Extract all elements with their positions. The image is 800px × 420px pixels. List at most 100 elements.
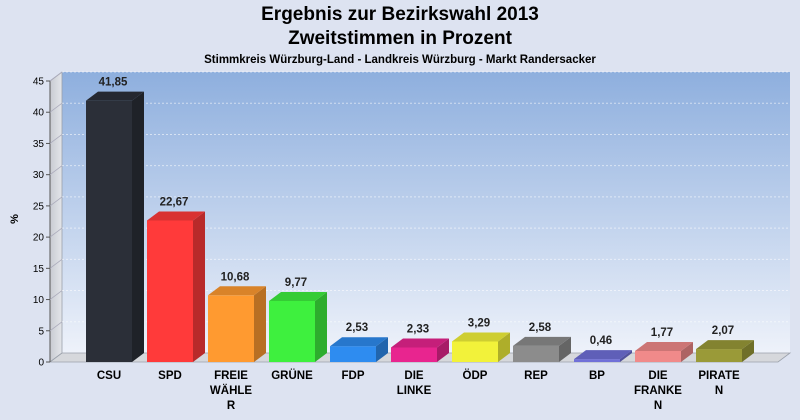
- data-label: 22,67: [160, 196, 189, 208]
- category-label: ÖDP: [463, 369, 488, 382]
- data-label: 9,77: [285, 277, 307, 289]
- bar-front: [147, 220, 193, 362]
- bar-front: [330, 346, 376, 362]
- category-label-line: LINKE: [397, 385, 432, 397]
- y-tick-label: 5: [38, 326, 44, 337]
- data-label: 2,07: [712, 325, 734, 337]
- y-tick-label: 10: [33, 295, 45, 306]
- data-label: 2,33: [407, 323, 429, 335]
- bar-top: [147, 211, 205, 221]
- category-label-line: BP: [589, 370, 605, 382]
- bar-side: [437, 338, 449, 362]
- bar-front: [635, 350, 681, 362]
- bar-top: [86, 91, 144, 101]
- bar-front: [208, 295, 254, 362]
- bar-top: [513, 336, 571, 346]
- bar-front: [574, 359, 620, 362]
- bar-side: [254, 286, 266, 362]
- category-label-line: N: [715, 385, 723, 397]
- category-label: SPD: [158, 370, 182, 382]
- gridline-side: [49, 290, 63, 300]
- category-label: DIE LINKE: [397, 370, 432, 397]
- data-label: 10,68: [221, 271, 250, 283]
- y-tick-label: 45: [33, 77, 45, 88]
- bar-front: [696, 349, 742, 362]
- bar-top: [696, 340, 754, 350]
- category-label-line: R: [227, 400, 236, 412]
- gridline-side: [49, 102, 63, 113]
- bar-top: [208, 286, 266, 296]
- chart-title: Ergebnis zur Bezirkswahl 2013: [261, 4, 539, 25]
- bar-front: [269, 300, 315, 362]
- data-label: 2,58: [529, 322, 552, 334]
- bar-front: [513, 345, 559, 362]
- chart-caption: Stimmkreis Würzburg-Land - Landkreis Wür…: [204, 54, 596, 66]
- gridline-side: [49, 227, 63, 238]
- bar: [452, 332, 510, 362]
- bar: [269, 291, 327, 362]
- bar-top: [574, 350, 632, 360]
- gridline-side: [49, 134, 63, 144]
- bar-top: [330, 337, 388, 347]
- category-label-line: ÖDP: [463, 369, 488, 382]
- category-label-line: SPD: [158, 370, 182, 382]
- data-label: 1,77: [651, 327, 673, 339]
- y-tick-label: 40: [33, 108, 45, 119]
- category-labels: CSU SPD FREIE WÄHLE R GRÜNE FDP DIE LINKE ÖDP REP B…: [97, 369, 740, 412]
- bar-side: [376, 337, 388, 362]
- bar: [86, 91, 144, 363]
- bar: [208, 286, 266, 362]
- data-label: 3,29: [468, 317, 490, 329]
- category-label-line: FRANKE: [634, 385, 682, 397]
- category-label-line: GRÜNE: [271, 369, 313, 382]
- plot-side-wall: [49, 71, 63, 363]
- y-axis-label: %: [9, 214, 21, 224]
- y-tick-label: 15: [33, 264, 45, 275]
- gridline-side: [49, 165, 63, 175]
- category-label: DIE FRANKE N: [634, 370, 682, 412]
- bar: [635, 341, 693, 362]
- bar-side: [681, 341, 693, 362]
- bar-front: [452, 341, 498, 362]
- category-label-line: WÄHLE: [210, 384, 252, 397]
- bar-top: [452, 332, 510, 342]
- bar-front: [391, 347, 437, 362]
- y-tick-label: 25: [33, 201, 45, 212]
- bars: [86, 91, 754, 363]
- category-label: FREIE WÄHLE R: [210, 370, 252, 412]
- y-tick-label: 35: [33, 139, 45, 150]
- bar-side: [620, 350, 632, 362]
- bar-top: [391, 338, 449, 348]
- gridline-side: [49, 196, 63, 207]
- bar: [574, 350, 632, 362]
- category-label-line: CSU: [97, 370, 121, 382]
- category-label-line: FDP: [342, 370, 365, 382]
- category-label-line: FREIE: [214, 370, 248, 382]
- gridline-side: [49, 259, 63, 269]
- bar-side: [193, 211, 205, 362]
- bar-top: [269, 291, 327, 301]
- data-label: 2,53: [346, 322, 368, 334]
- category-label: PIRATE N: [698, 370, 740, 397]
- bar: [147, 211, 205, 362]
- category-label-line: REP: [524, 370, 548, 382]
- bar: [513, 336, 571, 362]
- gridline-side: [49, 321, 63, 332]
- y-tick-label: 20: [33, 233, 45, 244]
- category-label: FDP: [342, 370, 365, 382]
- bar-front: [86, 100, 132, 363]
- y-tick-label: 30: [33, 170, 45, 181]
- data-labels: 41,85 22,67 10,68 9,77 2,53 2,33 3,29 2,58 0,46 1…: [99, 77, 735, 347]
- gridline-side: [49, 71, 63, 82]
- category-label: GRÜNE: [271, 369, 313, 382]
- bar: [330, 337, 388, 362]
- y-tick-labels: 0 5 10 15 20 25 30 35 40 45: [33, 77, 45, 369]
- category-label: CSU: [97, 370, 121, 382]
- data-label: 0,46: [590, 335, 612, 347]
- chart-subtitle: Zweitstimmen in Prozent: [288, 28, 512, 49]
- category-label: REP: [524, 370, 548, 382]
- bar-side: [559, 336, 571, 362]
- data-label: 41,85: [99, 77, 128, 89]
- category-label-line: DIE: [404, 370, 424, 382]
